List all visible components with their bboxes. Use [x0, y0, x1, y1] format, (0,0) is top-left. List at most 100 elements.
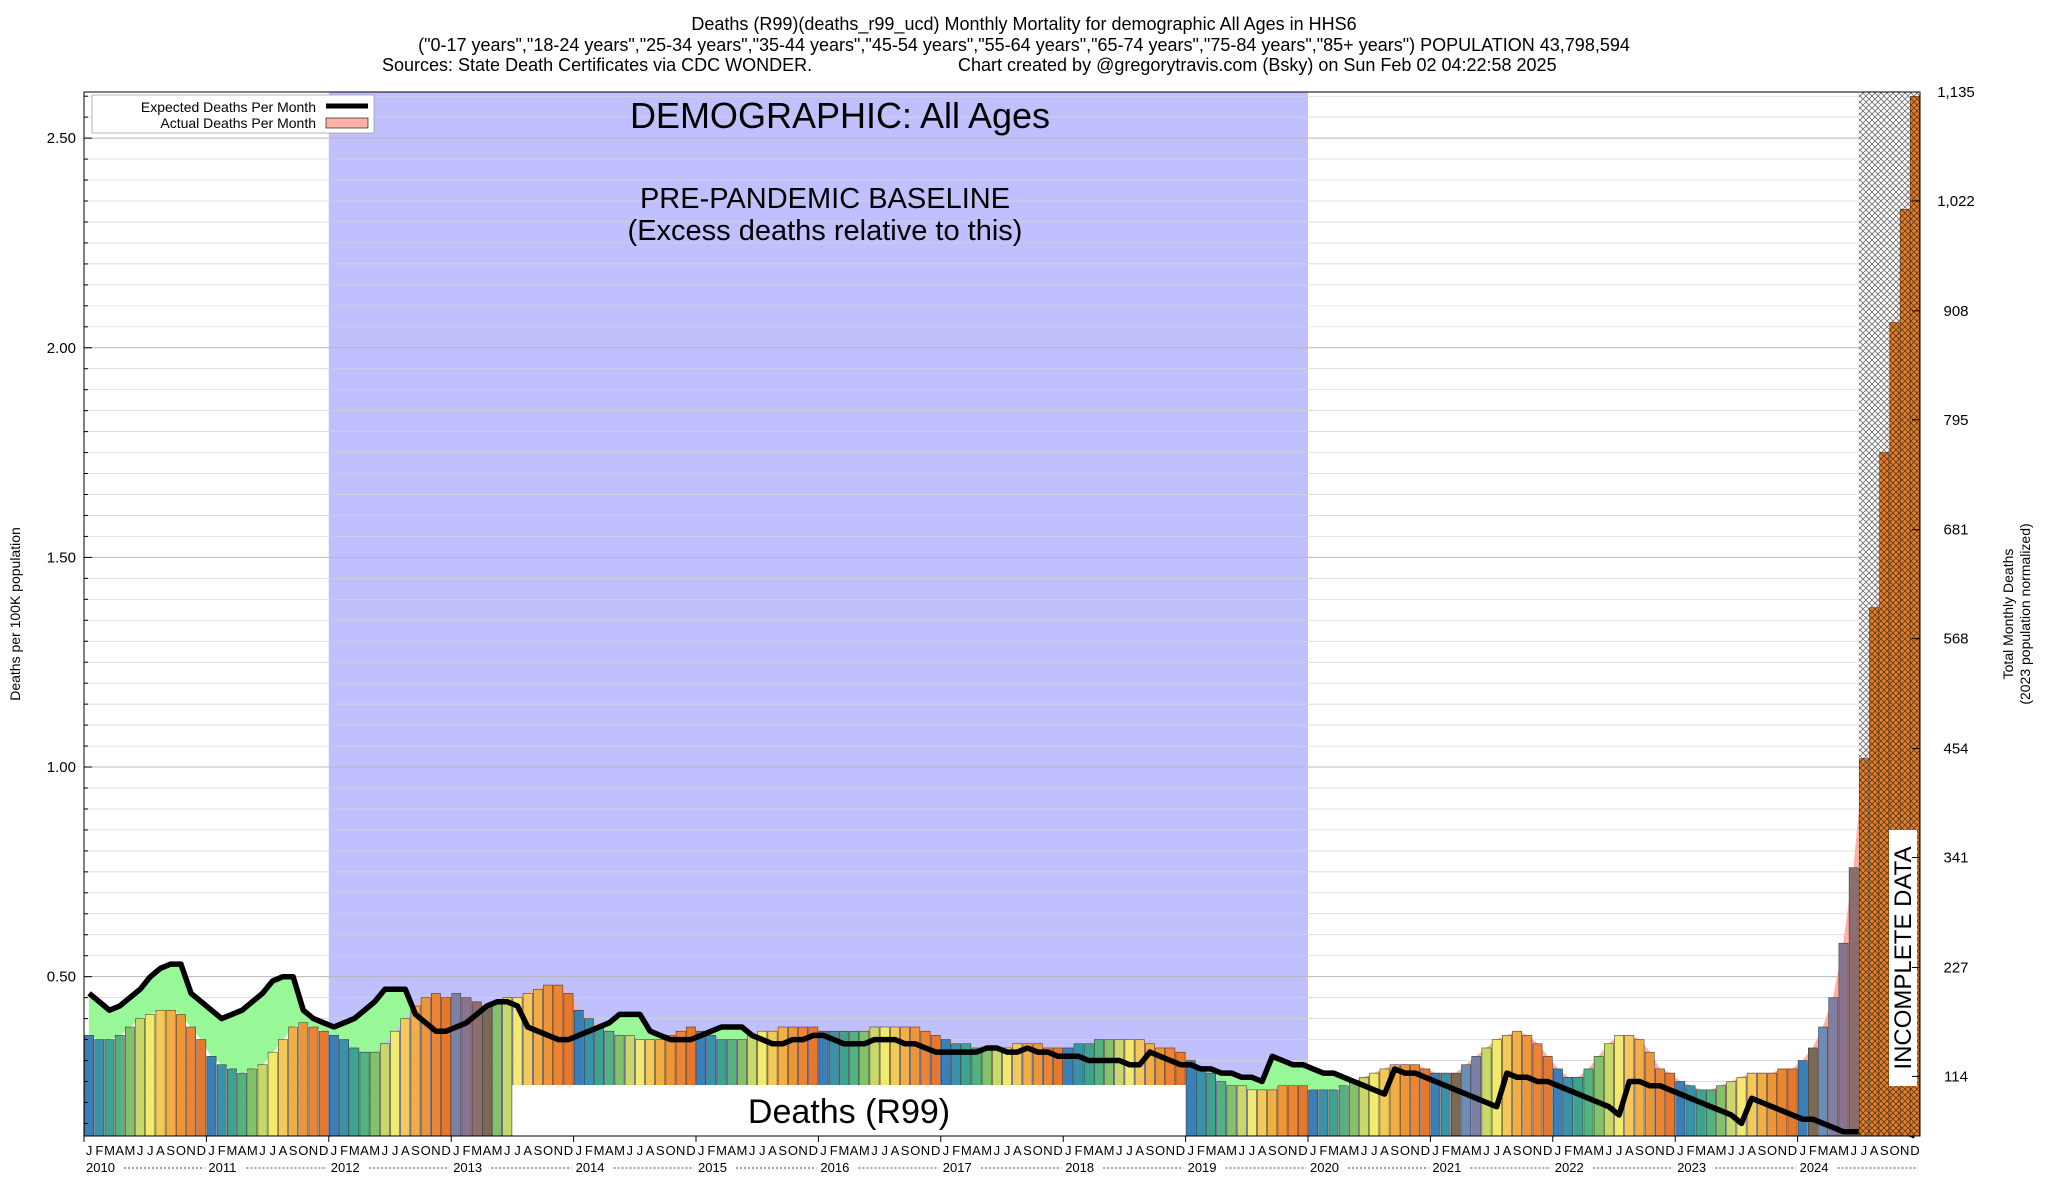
- excess-deficit-segment: [241, 1001, 253, 1074]
- x-month-label: A: [360, 1143, 369, 1158]
- x-month-label: M: [349, 1143, 360, 1158]
- bar-month: [1522, 1035, 1533, 1137]
- x-month-label: S: [901, 1143, 910, 1158]
- bar-month: [94, 1039, 105, 1137]
- x-month-label: M: [1348, 1143, 1359, 1158]
- x-month-label: D: [809, 1143, 818, 1158]
- x-month-label: D: [1421, 1143, 1430, 1158]
- y2-tick-label: 681: [1943, 522, 1968, 539]
- bar-month: [441, 997, 451, 1137]
- bar-month: [227, 1068, 237, 1137]
- x-month-label: A: [1747, 1143, 1756, 1158]
- bar-month: [1216, 1081, 1227, 1137]
- x-month-label: M: [369, 1143, 380, 1158]
- plot-frame: [83, 91, 1921, 1137]
- x-month-label: J: [943, 1143, 950, 1158]
- bar-month: [104, 1039, 115, 1137]
- x-month-label: M: [594, 1143, 605, 1158]
- x-month-label: A: [1625, 1143, 1634, 1158]
- incomplete-data-label: INCOMPLETE DATA: [1890, 846, 1917, 1069]
- x-month-label: F: [1442, 1143, 1450, 1158]
- bar-month: [502, 997, 513, 1137]
- x-month-label: A: [1380, 1143, 1389, 1158]
- x-month-label: N: [1410, 1143, 1419, 1158]
- bar-month: [471, 1001, 482, 1137]
- x-month-label: S: [1390, 1143, 1399, 1158]
- bar-month: [1257, 1089, 1267, 1137]
- x-month-label: O: [543, 1143, 553, 1158]
- excess-deficit-segment: [221, 1013, 233, 1070]
- bar-month: [1695, 1089, 1706, 1137]
- excess-deficit-segment: [231, 1009, 243, 1074]
- bar-month: [1369, 1072, 1380, 1137]
- x-month-label: A: [401, 1143, 410, 1158]
- x-month-label: A: [483, 1143, 492, 1158]
- bar-month: [451, 993, 462, 1137]
- bar-month: [431, 993, 441, 1137]
- x-month-label: J: [881, 1143, 888, 1158]
- x-month-label: F: [830, 1143, 838, 1158]
- x-month-label: J: [1738, 1143, 1745, 1158]
- x-month-label: N: [1533, 1143, 1542, 1158]
- x-month-label: O: [298, 1143, 308, 1158]
- bar-month-incomplete: [1869, 607, 1879, 1137]
- x-month-label: F: [585, 1143, 593, 1158]
- x-month-label: M: [471, 1143, 482, 1158]
- x-month-label: S: [778, 1143, 787, 1158]
- bar-month: [1777, 1068, 1788, 1137]
- grid-lines: [84, 95, 1920, 1124]
- x-month-label: N: [1288, 1143, 1297, 1158]
- x-month-label: M: [1838, 1143, 1849, 1158]
- y-axis-right: 114 227 341 454 568 681 795 908 1,022 1,135: [1912, 84, 1975, 1085]
- y2-tick-label: 568: [1943, 631, 1968, 648]
- x-month-label: M: [1104, 1143, 1115, 1158]
- x-month-label: F: [463, 1143, 471, 1158]
- x-month-label: N: [431, 1143, 440, 1158]
- x-month-label: D: [319, 1143, 328, 1158]
- x-month-label: J: [1249, 1143, 1256, 1158]
- x-month-label: N: [921, 1143, 930, 1158]
- excess-deficit-segment: [252, 992, 263, 1070]
- demographic-label: DEMOGRAPHIC: All Ages: [630, 95, 1050, 136]
- x-month-label: A: [768, 1143, 777, 1158]
- y-axis-left: 0.50 1.00 1.50 2.00 2.50: [47, 95, 92, 1124]
- bar-month: [135, 1018, 145, 1137]
- bar-month: [1308, 1089, 1318, 1137]
- x-month-label: J: [749, 1143, 756, 1158]
- bar-month: [1634, 1039, 1645, 1137]
- x-month-label: M: [736, 1143, 747, 1158]
- x-month-label: J: [269, 1143, 276, 1158]
- bar-month: [257, 1064, 268, 1137]
- bar-month: [1532, 1043, 1543, 1137]
- x-month-label: J: [1555, 1143, 1562, 1158]
- x-month-label: D: [1298, 1143, 1307, 1158]
- x-month-label: F: [1197, 1143, 1205, 1158]
- x-year-label: 2019: [1188, 1160, 1217, 1175]
- bar-month: [318, 1030, 329, 1137]
- x-month-label: A: [115, 1143, 124, 1158]
- y2-tick-label: 795: [1943, 412, 1968, 429]
- x-month-label: A: [1707, 1143, 1716, 1158]
- x-month-label: M: [838, 1143, 849, 1158]
- chart-title: Deaths (R99)(deaths_r99_ucd) Monthly Mor…: [691, 14, 1357, 34]
- x-month-label: J: [1850, 1143, 1857, 1158]
- x-month-label: S: [534, 1143, 543, 1158]
- x-year-label: 2013: [453, 1160, 482, 1175]
- x-month-label: M: [226, 1143, 237, 1158]
- bar-month: [308, 1026, 319, 1137]
- x-month-label: N: [1655, 1143, 1664, 1158]
- bar-month: [1655, 1068, 1665, 1137]
- x-month-label: M: [716, 1143, 727, 1158]
- y-tick-label: 2.00: [47, 340, 76, 357]
- x-month-label: M: [1573, 1143, 1584, 1158]
- x-month-label: J: [871, 1143, 878, 1158]
- x-month-label: O: [1400, 1143, 1410, 1158]
- bar-month: [390, 1030, 400, 1137]
- x-month-label: J: [637, 1143, 644, 1158]
- cause-label: Deaths (R99): [748, 1093, 950, 1131]
- y2-axis-label-line2: (2023 population normalized): [2017, 523, 2033, 704]
- chart-subtitle-demographics: ("0-17 years","18-24 years","25-34 years…: [418, 35, 1630, 55]
- bar-month: [329, 1035, 339, 1137]
- x-month-label: O: [1889, 1143, 1899, 1158]
- x-month-label: M: [1328, 1143, 1339, 1158]
